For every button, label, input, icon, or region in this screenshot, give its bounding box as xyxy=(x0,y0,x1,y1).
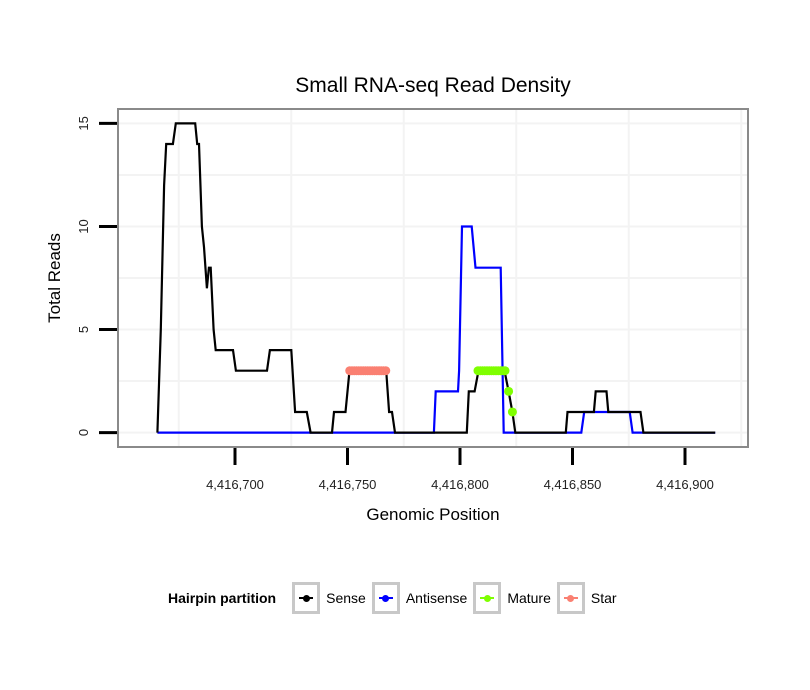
legend-label-antisense: Antisense xyxy=(405,590,468,606)
legend-key-mature xyxy=(473,582,502,614)
y-tick-label: 0 xyxy=(76,429,91,436)
y-tick-label: 5 xyxy=(76,326,91,333)
legend-item-antisense: Antisense xyxy=(371,582,468,614)
y-axis-title: Total Reads xyxy=(45,233,64,323)
point-star xyxy=(381,366,391,376)
y-tick-label: 10 xyxy=(76,219,91,233)
x-tick-label: 4,416,800 xyxy=(431,477,489,492)
legend-key-antisense xyxy=(371,582,400,614)
legend-item-mature: Mature xyxy=(473,582,551,614)
point-mature xyxy=(507,407,517,417)
legend-label-star: Star xyxy=(590,590,617,606)
y-axis: 0 5 10 15 xyxy=(76,116,117,436)
series-line-sense xyxy=(156,122,716,434)
legend-label-sense: Sense xyxy=(326,590,366,606)
legend-dot-swatch xyxy=(302,594,310,602)
x-tick-label: 4,416,850 xyxy=(544,477,602,492)
legend-dot-swatch xyxy=(483,594,491,602)
legend-key-star xyxy=(556,582,585,614)
legend-title: Hairpin partition xyxy=(168,590,277,606)
legend-item-sense: Sense xyxy=(292,582,366,614)
y-tick-label: 15 xyxy=(76,116,91,130)
x-axis: 4,416,700 4,416,750 4,416,800 4,416,850 4,41… xyxy=(206,448,714,492)
legend-label-mature: Mature xyxy=(507,590,551,606)
series-layer xyxy=(156,122,716,434)
chart-title: Small RNA-seq Read Density xyxy=(295,74,571,97)
legend-dot-swatch xyxy=(382,594,390,602)
x-tick-label: 4,416,900 xyxy=(656,477,714,492)
x-tick-label: 4,416,750 xyxy=(319,477,377,492)
legend-key-sense xyxy=(292,582,321,614)
point-mature xyxy=(504,386,514,396)
point-mature xyxy=(500,366,510,376)
legend-dot-swatch xyxy=(567,594,575,602)
x-axis-title: Genomic Position xyxy=(366,505,499,524)
x-tick-label: 4,416,700 xyxy=(206,477,264,492)
legend: Hairpin partition Sense Antisense Mature… xyxy=(168,578,623,618)
legend-item-star: Star xyxy=(556,582,617,614)
